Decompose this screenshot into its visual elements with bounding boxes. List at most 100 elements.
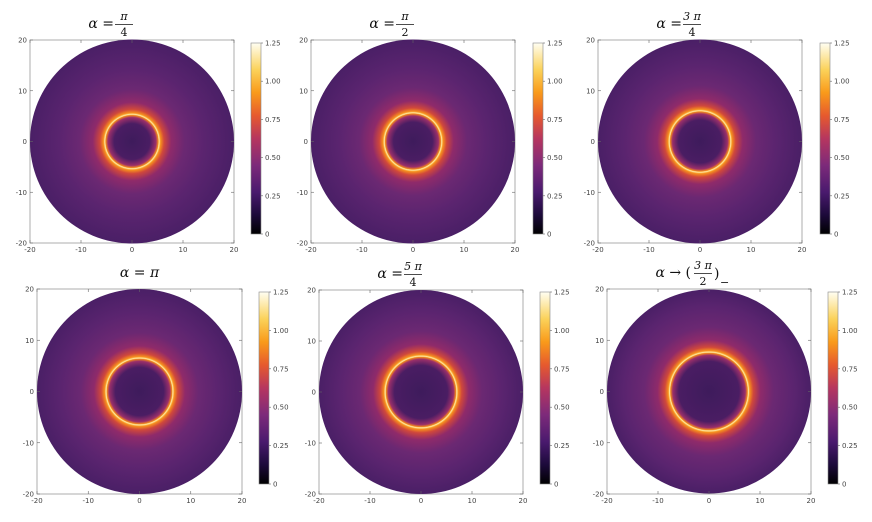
colorbar-tick-label: 0.50: [265, 154, 281, 162]
x-tick-label: 10: [468, 497, 477, 505]
x-tick-label: 10: [747, 246, 756, 254]
colorbar-tick-label: 0.25: [842, 442, 858, 450]
y-tick-label: -10: [584, 189, 595, 197]
y-tick-label: 10: [25, 337, 34, 345]
title-numerator: 5 π: [404, 260, 422, 273]
y-tick-label: -20: [305, 491, 316, 499]
colorbar-tick-label: 0.75: [547, 116, 563, 124]
colorbar-tick-label: 0: [273, 481, 277, 489]
colorbar-tick-label: 0.75: [834, 116, 850, 124]
y-tick-label: 20: [307, 287, 316, 295]
colorbar-tick-label: 1.25: [554, 289, 570, 297]
x-tick-label: -20: [592, 246, 603, 254]
intensity-disk: [30, 39, 234, 244]
intensity-disk: [311, 39, 515, 244]
colorbar-tick-label: 0: [547, 231, 551, 239]
x-tick-label: -10: [643, 246, 654, 254]
x-tick-label: 20: [511, 246, 520, 254]
title-denominator: 2: [700, 275, 707, 288]
colorbar-tick-label: 1.00: [273, 327, 289, 335]
x-tick-label: -10: [652, 497, 663, 505]
colorbar-tick-label: 1.25: [265, 40, 281, 48]
colorbar: [258, 291, 270, 485]
heatmap-panel-1: -20 -10 0 10 20 20 10 0 -10 -20 1.25 1.00 0.75 0.50 0.…: [16, 10, 281, 254]
panel-title: α → (3 π 2)−: [655, 259, 729, 289]
x-tick-label: 10: [179, 246, 188, 254]
colorbar-tick-label: 1.00: [834, 78, 850, 86]
colorbar-tick-label: 0.50: [842, 404, 858, 412]
colorbar-tick-label: 0: [842, 481, 846, 489]
colorbar-tick-label: 1.00: [547, 78, 563, 86]
intensity-disk: [607, 289, 811, 494]
panel-title: α = π: [120, 265, 160, 281]
y-tick-label: -10: [593, 439, 604, 447]
x-tick-label: 0: [707, 497, 711, 505]
colorbar: [819, 42, 831, 235]
colorbar-tick-label: 0.25: [554, 442, 570, 450]
y-tick-label: -10: [297, 189, 308, 197]
title-denominator: 2: [402, 26, 409, 39]
x-tick-label: 10: [186, 497, 195, 505]
x-tick-label: 0: [137, 497, 141, 505]
heatmap-panel-3: -20 -10 0 10 20 20 10 0 -10 -20 1.25 1.00 0.75 0.50 0.…: [584, 10, 850, 254]
y-tick-label: 0: [304, 138, 308, 146]
heatmap-panel-6: -20 -10 0 10 2020100-10-201.251.000.750.500.…: [593, 259, 858, 505]
y-tick-label: -20: [584, 240, 595, 248]
heatmap-panel-2: -20 -10 0 10 2020100-10-201.251.000.750.500.…: [297, 10, 563, 254]
title-numerator: π: [400, 10, 409, 23]
y-tick-label: 10: [18, 87, 27, 95]
intensity-disk: [37, 289, 242, 494]
svg-text:α = π: α = π: [120, 265, 160, 281]
y-tick-label: 10: [586, 87, 595, 95]
title-denominator: 4: [689, 26, 696, 39]
title-denominator: 4: [410, 276, 417, 289]
title-numerator: π: [119, 10, 128, 23]
colorbar-tick-label: 1.00: [265, 78, 281, 86]
colorbar-tick-label: 0.25: [265, 192, 281, 200]
y-tick-label: 20: [595, 286, 604, 294]
y-tick-label: 20: [586, 37, 595, 45]
x-tick-label: 20: [807, 497, 816, 505]
colorbar-tick-label: 0.25: [547, 192, 563, 200]
y-tick-label: 10: [595, 337, 604, 345]
colorbar: [539, 291, 551, 485]
y-tick-label: 10: [299, 87, 308, 95]
title-numerator: 3 π: [694, 259, 712, 272]
colorbar-tick-label: 0.75: [273, 365, 289, 373]
x-tick-label: 0: [698, 246, 702, 254]
colorbar-tick-label: 0.50: [547, 154, 563, 162]
x-tick-label: -10: [83, 497, 94, 505]
colorbar-tick-label: 0.50: [273, 404, 289, 412]
x-tick-label: 10: [756, 497, 765, 505]
y-tick-label: -20: [23, 491, 34, 499]
x-tick-label: -20: [601, 497, 612, 505]
colorbar-tick-label: 1.25: [834, 40, 850, 48]
y-tick-label: 0: [591, 138, 595, 146]
svg-text:α → (: α → (: [655, 265, 691, 281]
heatmap-panel-4: -20 -10 0 10 20 20 10 0 -10 -20 1.25 1.00 0.75 0.50 0.…: [23, 265, 289, 505]
x-tick-label: -20: [313, 497, 324, 505]
colorbar-tick-label: 0.25: [273, 442, 289, 450]
y-tick-label: 0: [312, 389, 316, 397]
colorbar-tick-label: 0: [834, 231, 838, 239]
colorbar-tick-label: 0.75: [842, 365, 858, 373]
x-tick-label: -10: [356, 246, 367, 254]
y-tick-label: 20: [299, 37, 308, 45]
colorbar-tick-label: 0.75: [265, 116, 281, 124]
x-tick-label: 0: [419, 497, 423, 505]
x-tick-label: -10: [364, 497, 375, 505]
y-tick-label: 0: [30, 388, 34, 396]
y-tick-label: -10: [305, 440, 316, 448]
y-tick-label: -10: [16, 189, 27, 197]
heatmap-panel-5: -20 -10 0 10 20 20 10 0 -10 -20 1.25 1.00 0.75 0.50 0.…: [305, 260, 570, 505]
x-tick-label: -20: [31, 497, 42, 505]
x-tick-label: 20: [230, 246, 239, 254]
panel-title: α = π 2: [369, 10, 414, 39]
intensity-disk: [319, 290, 523, 494]
title-numerator: 3 π: [683, 10, 701, 23]
y-tick-label: 0: [23, 138, 27, 146]
colorbar-tick-label: 0: [554, 481, 558, 489]
y-tick-label: -20: [297, 240, 308, 248]
x-tick-label: 0: [411, 246, 415, 254]
colorbar-tick-label: 0.25: [834, 192, 850, 200]
